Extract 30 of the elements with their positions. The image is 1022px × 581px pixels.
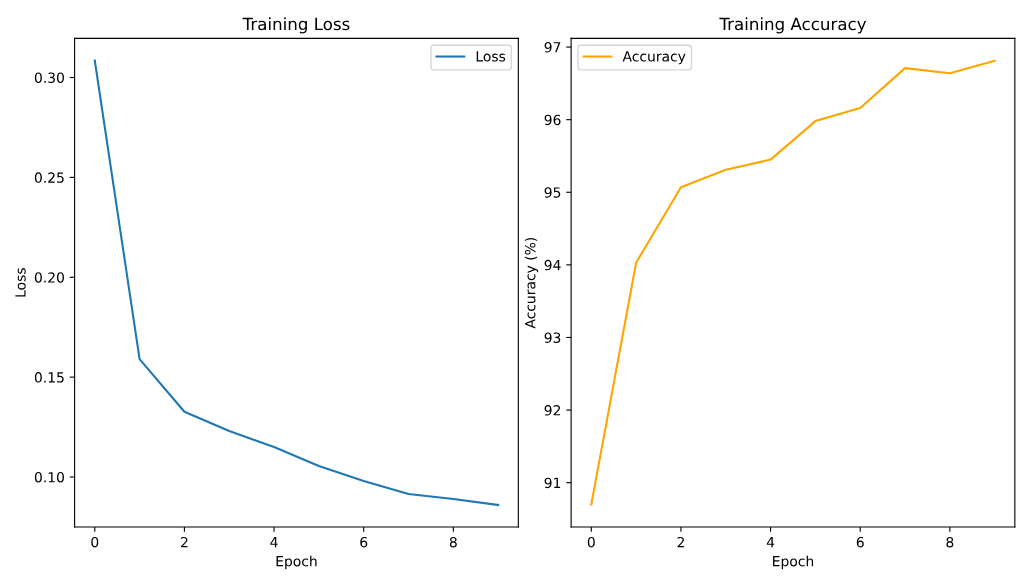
y-tick-label: 92 [544, 405, 561, 416]
x-tick-label: 4 [766, 537, 775, 548]
y-tick-label: 96 [544, 114, 561, 126]
x-tick-label: 0 [587, 536, 595, 548]
legend-label: Accuracy [622, 51, 686, 65]
x-tick-label: 0 [91, 536, 99, 548]
y-tick-label: 0.30 [34, 72, 64, 83]
x-tick-label: 4 [270, 537, 278, 548]
x-tick-label: 2 [181, 536, 188, 548]
x-tick-label: 8 [946, 536, 954, 548]
y-tick-label: 95 [544, 187, 561, 198]
x-tick-label: 8 [449, 536, 457, 548]
legend-label: Loss [476, 51, 506, 62]
y-axis-title: Loss [15, 268, 26, 297]
chart-title: Training Loss [242, 17, 350, 34]
x-tick-label: 6 [360, 536, 368, 548]
x-tick-label: 2 [677, 536, 684, 548]
y-axis-title: Accuracy (%) [524, 237, 539, 329]
y-tick-label: 97 [544, 42, 561, 53]
y-tick-label: 0.25 [34, 172, 64, 183]
y-tick-label: 0.10 [34, 471, 64, 483]
y-tick-label: 0.15 [34, 372, 64, 383]
x-axis-title: Epoch [276, 555, 317, 570]
chart-title: Training Accuracy [719, 17, 867, 34]
x-axis-title: Epoch [773, 555, 814, 570]
x-tick-label: 6 [856, 536, 864, 548]
y-tick-label: 91 [544, 477, 561, 489]
y-tick-label: 93 [544, 332, 561, 343]
y-tick-label: 94 [544, 259, 561, 271]
y-tick-label: 0.20 [34, 272, 64, 283]
